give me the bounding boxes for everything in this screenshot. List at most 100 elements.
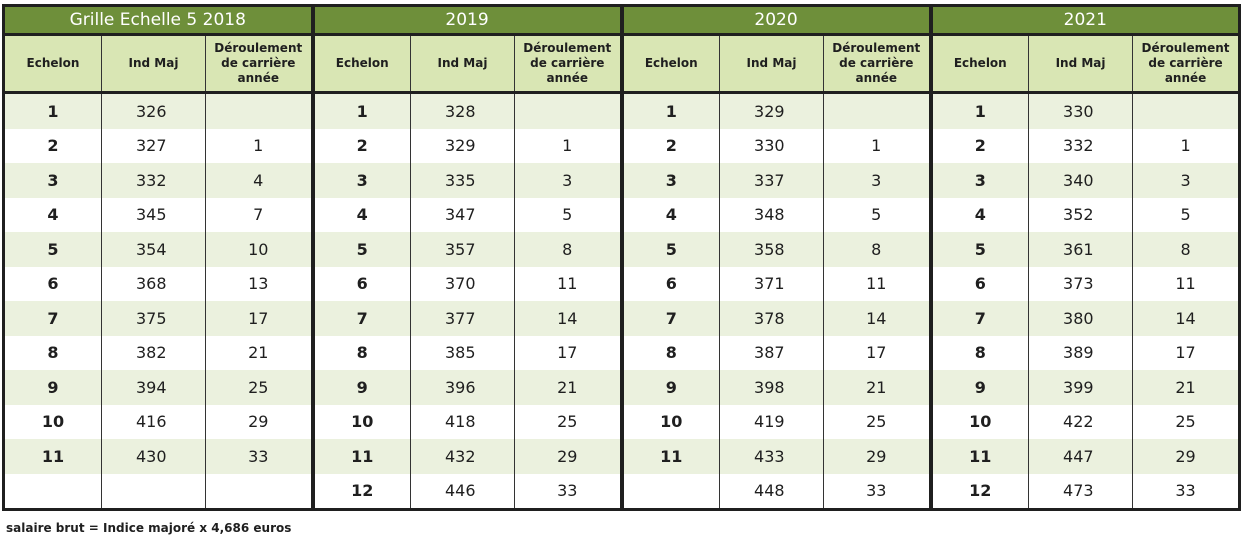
- deroulement-cell: 3: [823, 163, 933, 198]
- deroulement-cell: 13: [205, 266, 315, 301]
- deroulement-cell: 17: [823, 335, 933, 370]
- echelon-cell: 1: [621, 92, 721, 129]
- deroulement-cell: [514, 92, 624, 129]
- deroulement-cell: 5: [1132, 197, 1240, 232]
- year-header-2: 2020: [619, 5, 931, 35]
- echelon-cell: 1: [930, 92, 1030, 129]
- deroulement-cell: 33: [823, 473, 933, 510]
- ind-maj-cell: 361: [1028, 232, 1134, 267]
- echelon-cell: 10: [930, 404, 1030, 439]
- ind-maj-cell: 358: [719, 232, 825, 267]
- deroulement-cell: 14: [1132, 301, 1240, 336]
- deroulement-cell: 11: [823, 266, 933, 301]
- table-row: 6 368 13 6 370 11 6 371 11 6 373 11: [3, 266, 1240, 301]
- echelon-cell: 8: [3, 335, 102, 370]
- echelon-cell: 6: [621, 266, 721, 301]
- deroulement-cell: 33: [205, 439, 315, 474]
- deroulement-cell: 25: [823, 404, 933, 439]
- deroulement-cell: 1: [1132, 128, 1240, 163]
- table-row: 11 430 33 11 432 29 11 433 29 11 447 29: [3, 439, 1240, 474]
- deroulement-cell: 29: [514, 439, 624, 474]
- ind-maj-cell: 447: [1028, 439, 1134, 474]
- table-row: 2 327 1 2 329 1 2 330 1 2 332 1: [3, 128, 1240, 163]
- deroulement-cell: 14: [514, 301, 624, 336]
- deroulement-cell: 21: [1132, 370, 1240, 405]
- header-ind-maj: Ind Maj: [101, 33, 206, 94]
- ind-maj-cell: 352: [1028, 197, 1134, 232]
- header-echelon: Echelon: [3, 33, 102, 94]
- deroulement-cell: 11: [514, 266, 624, 301]
- ind-maj-cell: 329: [719, 92, 825, 129]
- ind-maj-cell: 375: [101, 301, 206, 336]
- deroulement-cell: [205, 92, 315, 129]
- header-deroulement: Déroulement de carrière année: [205, 33, 315, 94]
- deroulement-cell: [205, 473, 315, 510]
- echelon-cell: 4: [312, 197, 411, 232]
- deroulement-cell: 5: [514, 197, 624, 232]
- echelon-cell: 8: [312, 335, 411, 370]
- echelon-cell: 4: [621, 197, 721, 232]
- deroulement-cell: [1132, 92, 1240, 129]
- deroulement-cell: 25: [514, 404, 624, 439]
- echelon-cell: 10: [621, 404, 721, 439]
- ind-maj-cell: 446: [410, 473, 515, 510]
- ind-maj-cell: 378: [719, 301, 825, 336]
- deroulement-cell: 14: [823, 301, 933, 336]
- deroulement-cell: 21: [514, 370, 624, 405]
- echelon-cell: 8: [930, 335, 1030, 370]
- ind-maj-cell: [101, 473, 206, 510]
- echelon-cell: 5: [312, 232, 411, 267]
- echelon-cell: 2: [621, 128, 721, 163]
- year-header-0: Grille Echelle 5 2018: [3, 5, 313, 35]
- ind-maj-cell: 394: [101, 370, 206, 405]
- echelon-cell: 5: [3, 232, 102, 267]
- header-deroulement: Déroulement de carrière année: [823, 33, 933, 94]
- ind-maj-cell: 416: [101, 404, 206, 439]
- deroulement-cell: 5: [823, 197, 933, 232]
- deroulement-cell: 4: [205, 163, 315, 198]
- salary-grid-table: Grille Echelle 5 2018 2019 2020 2021 Echelo…: [2, 4, 1242, 511]
- ind-maj-cell: 377: [410, 301, 515, 336]
- echelon-cell: 9: [312, 370, 411, 405]
- deroulement-cell: 3: [514, 163, 624, 198]
- echelon-cell: 11: [930, 439, 1030, 474]
- ind-maj-cell: 337: [719, 163, 825, 198]
- deroulement-cell: 17: [514, 335, 624, 370]
- deroulement-cell: 7: [205, 197, 315, 232]
- header-echelon: Echelon: [621, 33, 721, 94]
- deroulement-cell: 17: [1132, 335, 1240, 370]
- echelon-cell: 8: [621, 335, 721, 370]
- deroulement-cell: 1: [823, 128, 933, 163]
- echelon-cell: 5: [930, 232, 1030, 267]
- ind-maj-cell: 382: [101, 335, 206, 370]
- deroulement-cell: 29: [205, 404, 315, 439]
- header-deroulement: Déroulement de carrière année: [514, 33, 624, 94]
- ind-maj-cell: 430: [101, 439, 206, 474]
- ind-maj-cell: 332: [1028, 128, 1134, 163]
- ind-maj-cell: 347: [410, 197, 515, 232]
- table-row: 12 446 33 448 33 12 473 33: [3, 473, 1240, 510]
- deroulement-cell: 21: [205, 335, 315, 370]
- echelon-cell: 6: [930, 266, 1030, 301]
- deroulement-cell: 8: [823, 232, 933, 267]
- deroulement-cell: 29: [1132, 439, 1240, 474]
- column-header-row: Echelon Ind Maj Déroulement de carrière an…: [3, 33, 1240, 94]
- header-ind-maj: Ind Maj: [719, 33, 825, 94]
- ind-maj-cell: 385: [410, 335, 515, 370]
- echelon-cell: 7: [3, 301, 102, 336]
- header-echelon: Echelon: [930, 33, 1030, 94]
- deroulement-cell: 8: [1132, 232, 1240, 267]
- deroulement-cell: 29: [823, 439, 933, 474]
- table-row: 1 326 1 328 1 329 1 330: [3, 92, 1240, 129]
- deroulement-cell: [823, 92, 933, 129]
- ind-maj-cell: 348: [719, 197, 825, 232]
- table-row: 10 416 29 10 418 25 10 419 25 10 422 25: [3, 404, 1240, 439]
- table-row: 9 394 25 9 396 21 9 398 21 9 399 21: [3, 370, 1240, 405]
- deroulement-cell: 33: [514, 473, 624, 510]
- echelon-cell: 1: [3, 92, 102, 129]
- table-row: 3 332 4 3 335 3 3 337 3 3 340 3: [3, 163, 1240, 198]
- ind-maj-cell: 357: [410, 232, 515, 267]
- header-deroulement: Déroulement de carrière année: [1132, 33, 1240, 94]
- ind-maj-cell: 373: [1028, 266, 1134, 301]
- ind-maj-cell: 399: [1028, 370, 1134, 405]
